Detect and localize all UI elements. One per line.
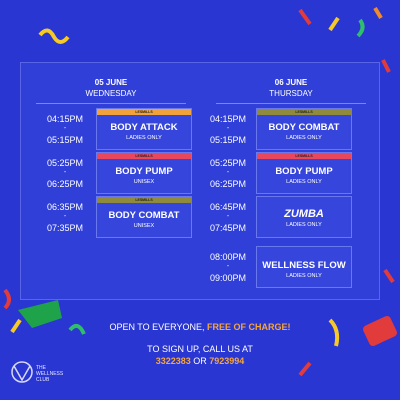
class-note: LADIES ONLY (286, 179, 322, 185)
class-name: WELLNESS FLOW (262, 260, 346, 271)
logo-text: THE (36, 365, 46, 371)
class-card: LESMILLS BODY COMBAT UNISEX (96, 196, 192, 238)
class-card: LESMILLS BODY COMBAT LADIES ONLY (256, 108, 352, 150)
class-name: BODY COMBAT (268, 122, 340, 133)
class-name: ZUMBA (284, 208, 324, 220)
start-time: 04:15PM (209, 114, 247, 124)
class-card: ZUMBA LADIES ONLY (256, 196, 352, 238)
start-time: 05:25PM (46, 158, 84, 168)
class-note: LADIES ONLY (286, 135, 322, 141)
class-name: BODY PUMP (115, 166, 173, 177)
day-date: 06 JUNE (274, 78, 308, 87)
header-rule (36, 103, 186, 104)
class-name: BODY COMBAT (108, 210, 180, 221)
spacer (257, 197, 351, 203)
time-dash: - (226, 169, 230, 176)
end-time: 06:25PM (46, 179, 84, 189)
footer-line: TO SIGN UP, CALL US AT (147, 344, 253, 354)
logo-text: CLUB (36, 377, 50, 383)
end-time: 05:15PM (209, 135, 247, 145)
time-dash: - (63, 169, 67, 176)
end-time: 07:35PM (46, 223, 84, 233)
end-time: 09:00PM (209, 273, 247, 283)
brand-bar: LESMILLS (97, 197, 191, 203)
footer-highlight: FREE OF CHARGE! (207, 322, 291, 332)
phone: 3322383 (155, 356, 191, 366)
brand-bar: LESMILLS (97, 109, 191, 115)
time-dash: - (63, 213, 67, 220)
class-card: LESMILLS BODY ATTACK LADIES ONLY (96, 108, 192, 150)
class-card: WELLNESS FLOW LADIES ONLY (256, 246, 352, 288)
start-time: 06:45PM (209, 202, 247, 212)
footer-line: OPEN TO EVERYONE, FREE OF CHARGE! (0, 322, 400, 332)
day-date: 05 JUNE (94, 78, 128, 87)
class-note: UNISEX (133, 179, 155, 185)
time-dash: - (226, 125, 230, 132)
phone: 7923994 (209, 356, 245, 366)
time-dash: - (63, 125, 67, 132)
class-note: LADIES ONLY (286, 222, 322, 228)
class-note: LADIES ONLY (286, 273, 322, 279)
spacer (257, 247, 351, 253)
footer-text: OR (193, 356, 207, 366)
brand-bar: LESMILLS (97, 153, 191, 159)
class-note: UNISEX (133, 223, 155, 229)
class-card: LESMILLS BODY PUMP LADIES ONLY (256, 152, 352, 194)
day-name: WEDNESDAY (85, 89, 137, 98)
footer-text: OPEN TO EVERYONE, (109, 322, 205, 332)
start-time: 08:00PM (209, 252, 247, 262)
class-note: LADIES ONLY (126, 135, 162, 141)
brand-bar: LESMILLS (257, 109, 351, 115)
class-name: BODY PUMP (275, 166, 333, 177)
start-time: 05:25PM (209, 158, 247, 168)
logo-text: WELLNESS (36, 371, 64, 377)
end-time: 05:15PM (46, 135, 84, 145)
brand-bar: LESMILLS (257, 153, 351, 159)
class-name: BODY ATTACK (110, 122, 178, 133)
end-time: 06:25PM (209, 179, 247, 189)
header-rule (216, 103, 366, 104)
logo: THE WELLNESS CLUB (36, 365, 63, 383)
time-dash: - (226, 263, 230, 270)
time-dash: - (226, 213, 230, 220)
start-time: 04:15PM (46, 114, 84, 124)
class-card: LESMILLS BODY PUMP UNISEX (96, 152, 192, 194)
end-time: 07:45PM (209, 223, 247, 233)
start-time: 06:35PM (46, 202, 84, 212)
footer-line: 3322383 OR 7923994 (0, 356, 400, 366)
day-name: THURSDAY (269, 89, 313, 98)
